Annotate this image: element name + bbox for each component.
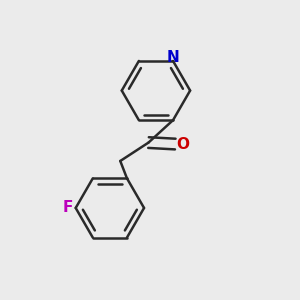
Text: F: F [63, 200, 74, 215]
Text: N: N [167, 50, 179, 65]
Text: O: O [176, 136, 189, 152]
